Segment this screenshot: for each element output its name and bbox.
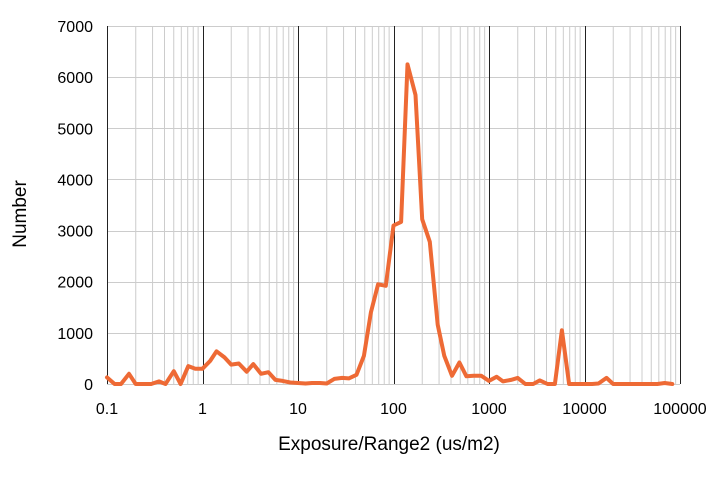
x-tick-label: 1000 (471, 401, 507, 418)
y-tick-label: 3000 (57, 224, 93, 241)
y-tick-label: 4000 (57, 172, 93, 189)
x-tick-label: 10 (289, 401, 307, 418)
major-gridlines (107, 26, 681, 384)
y-axis-title: Number (10, 180, 31, 248)
x-tick-label: 10000 (562, 401, 607, 418)
series-layer (105, 62, 675, 386)
minor-gridlines (107, 26, 680, 385)
y-tick-label: 6000 (57, 70, 93, 87)
x-tick-label: 0.1 (96, 401, 118, 418)
y-tick-labels: 0 1000 2000 3000 4000 5000 6000 7000 (57, 19, 93, 394)
y-tick-label: 0 (84, 377, 93, 394)
x-tick-label: 100 (380, 401, 407, 418)
x-tick-labels: 0.1 1 10 100 1000 10000 100000 (96, 401, 707, 418)
y-tick-label: 7000 (57, 19, 93, 36)
y-tick-label: 5000 (57, 121, 93, 138)
x-tick-label: 100000 (653, 401, 706, 418)
y-tick-label: 1000 (57, 326, 93, 343)
x-axis-title: Exposure/Range2 (us/m2) (278, 434, 500, 455)
series-line (105, 62, 675, 386)
x-tick-label: 1 (198, 401, 207, 418)
y-tick-label: 2000 (57, 275, 93, 292)
